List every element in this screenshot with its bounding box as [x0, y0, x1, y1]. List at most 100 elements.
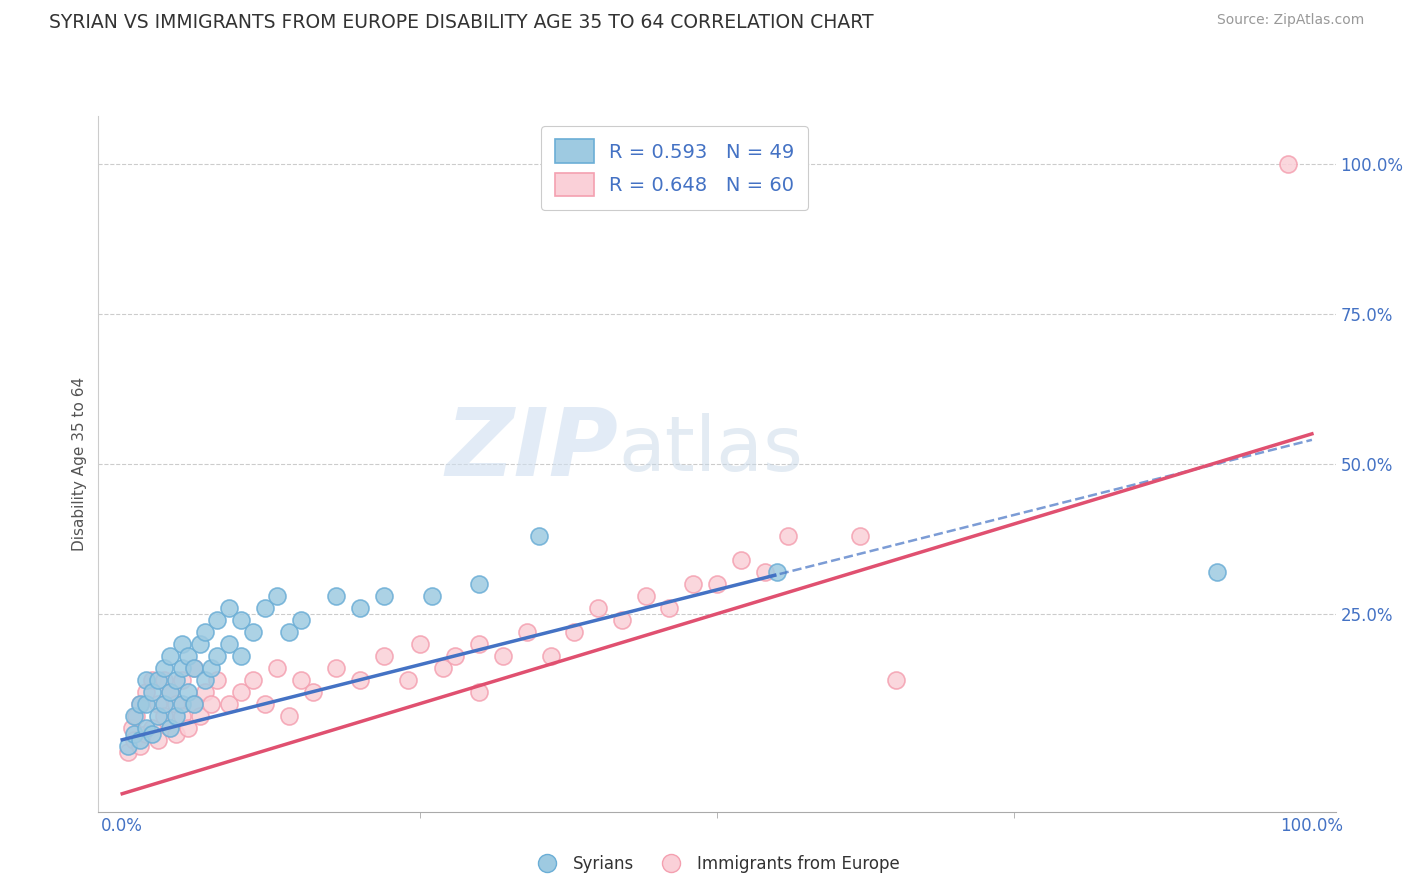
Point — [188, 637, 211, 651]
Point — [325, 589, 347, 603]
Point — [165, 673, 187, 687]
Point — [242, 673, 264, 687]
Point — [207, 673, 229, 687]
Point — [325, 661, 347, 675]
Point — [1205, 565, 1227, 579]
Point — [159, 685, 181, 699]
Point — [135, 685, 157, 699]
Point — [176, 721, 198, 735]
Point — [194, 685, 217, 699]
Point — [153, 673, 176, 687]
Point — [1277, 157, 1299, 171]
Point — [290, 673, 312, 687]
Point — [121, 721, 143, 735]
Legend: Syrians, Immigrants from Europe: Syrians, Immigrants from Europe — [527, 848, 907, 880]
Point — [682, 576, 704, 591]
Point — [135, 697, 157, 711]
Point — [194, 673, 217, 687]
Point — [408, 637, 430, 651]
Point — [165, 708, 187, 723]
Point — [141, 685, 163, 699]
Point — [444, 648, 467, 663]
Point — [754, 565, 776, 579]
Point — [432, 661, 454, 675]
Point — [231, 648, 253, 663]
Point — [122, 708, 145, 723]
Point — [170, 697, 193, 711]
Point — [349, 600, 371, 615]
Point — [373, 648, 395, 663]
Point — [176, 648, 198, 663]
Text: ZIP: ZIP — [446, 404, 619, 496]
Point — [218, 637, 240, 651]
Point — [170, 661, 193, 675]
Point — [516, 624, 538, 639]
Point — [176, 685, 198, 699]
Point — [778, 529, 800, 543]
Point — [141, 727, 163, 741]
Point — [218, 600, 240, 615]
Point — [129, 697, 152, 711]
Point — [146, 732, 169, 747]
Point — [231, 613, 253, 627]
Point — [253, 600, 276, 615]
Point — [170, 673, 193, 687]
Point — [277, 624, 299, 639]
Text: Source: ZipAtlas.com: Source: ZipAtlas.com — [1216, 13, 1364, 28]
Point — [153, 697, 176, 711]
Point — [242, 624, 264, 639]
Point — [146, 708, 169, 723]
Point — [117, 745, 139, 759]
Point — [146, 673, 169, 687]
Text: atlas: atlas — [619, 413, 803, 487]
Point — [170, 637, 193, 651]
Point — [540, 648, 562, 663]
Point — [129, 739, 152, 753]
Point — [135, 673, 157, 687]
Point — [492, 648, 515, 663]
Point — [141, 721, 163, 735]
Point — [117, 739, 139, 753]
Point — [253, 697, 276, 711]
Point — [153, 708, 176, 723]
Point — [188, 708, 211, 723]
Y-axis label: Disability Age 35 to 64: Disability Age 35 to 64 — [72, 376, 87, 551]
Point — [468, 637, 491, 651]
Point — [207, 648, 229, 663]
Point — [207, 613, 229, 627]
Point — [527, 529, 550, 543]
Point — [183, 661, 205, 675]
Point — [290, 613, 312, 627]
Point — [730, 553, 752, 567]
Point — [194, 624, 217, 639]
Point — [135, 721, 157, 735]
Point — [706, 576, 728, 591]
Point — [849, 529, 872, 543]
Point — [159, 721, 181, 735]
Point — [129, 697, 152, 711]
Point — [159, 648, 181, 663]
Point — [170, 708, 193, 723]
Point — [200, 697, 222, 711]
Point — [135, 727, 157, 741]
Point — [125, 708, 148, 723]
Point — [200, 661, 222, 675]
Point — [165, 697, 187, 711]
Point — [277, 708, 299, 723]
Point — [129, 732, 152, 747]
Point — [586, 600, 609, 615]
Point — [396, 673, 419, 687]
Point — [884, 673, 907, 687]
Text: SYRIAN VS IMMIGRANTS FROM EUROPE DISABILITY AGE 35 TO 64 CORRELATION CHART: SYRIAN VS IMMIGRANTS FROM EUROPE DISABIL… — [49, 13, 875, 32]
Point — [122, 727, 145, 741]
Point — [765, 565, 787, 579]
Point — [468, 576, 491, 591]
Point — [122, 732, 145, 747]
Point — [159, 685, 181, 699]
Point — [373, 589, 395, 603]
Point — [301, 685, 323, 699]
Point — [420, 589, 443, 603]
Point — [159, 721, 181, 735]
Point — [562, 624, 585, 639]
Point — [349, 673, 371, 687]
